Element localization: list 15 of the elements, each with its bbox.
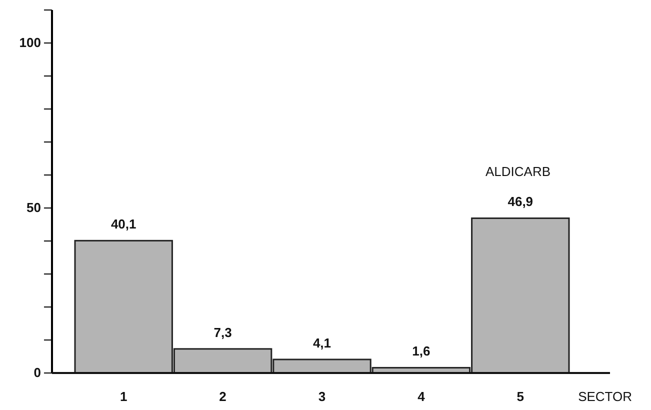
data-label: 4,1 xyxy=(312,335,332,350)
data-label: 40,1 xyxy=(110,216,136,232)
x-tick-label: 1 xyxy=(120,389,128,404)
x-tick-label: 3 xyxy=(318,389,326,404)
x-tick-label: 5 xyxy=(516,389,524,404)
x-tick-label: 2 xyxy=(219,389,226,404)
data-label: 1,6 xyxy=(412,344,430,359)
y-tick-label: 0 xyxy=(34,365,41,380)
data-label: 46,9 xyxy=(508,194,534,210)
y-tick-label: 50 xyxy=(26,200,41,216)
x-axis-title: SECTOR xyxy=(578,389,632,404)
text: ALDICARB xyxy=(485,164,551,179)
data-label: 7,3 xyxy=(214,324,232,340)
x-tick-label: 4 xyxy=(418,389,426,404)
y-tick-label: 100 xyxy=(19,35,41,50)
